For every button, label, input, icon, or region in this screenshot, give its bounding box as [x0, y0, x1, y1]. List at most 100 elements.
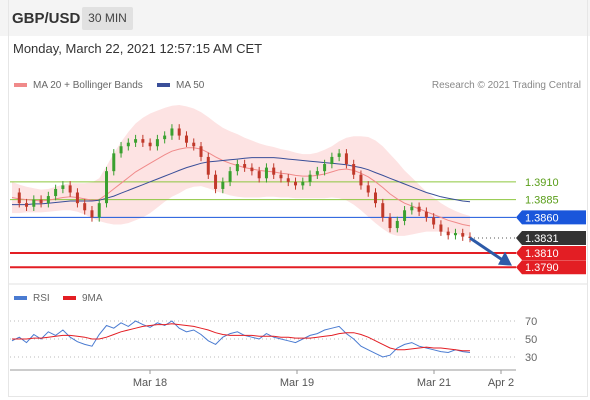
level-label-5: 1.3790: [525, 262, 559, 274]
candle-body: [141, 139, 145, 143]
candle-body: [308, 174, 312, 182]
candle-body: [352, 164, 356, 175]
candle-body: [453, 233, 457, 236]
candle-body: [83, 203, 87, 211]
x-label-3: Apr 2: [488, 377, 514, 389]
candle-body: [61, 185, 65, 189]
level-label-0: 1.3910: [525, 177, 559, 189]
candle-body: [468, 236, 472, 239]
level-label-3: 1.3831: [525, 233, 559, 245]
candle-body: [410, 206, 414, 211]
candle-body: [373, 192, 377, 204]
legend-rsi: RSI: [14, 293, 50, 304]
candle-body: [286, 178, 290, 182]
projection-arrow-shaft: [469, 236, 503, 261]
rsi-ma-swatch: [63, 296, 76, 301]
candle-body: [46, 196, 50, 204]
candle-body: [264, 167, 268, 179]
ma50-swatch: [157, 83, 170, 88]
rsi-ma-line: [12, 323, 470, 352]
x-label-0: Mar 18: [133, 377, 167, 389]
candle-body: [337, 153, 341, 157]
candle-body: [301, 181, 305, 186]
candle-body: [250, 167, 254, 172]
timeframe-button[interactable]: 30 MIN: [82, 7, 133, 30]
candle-body: [344, 153, 348, 165]
candle-body: [119, 146, 123, 154]
candle-body: [366, 185, 370, 193]
candle-body: [446, 231, 450, 236]
candle-body: [388, 217, 392, 229]
candle-body: [228, 171, 232, 182]
candle-body: [105, 171, 109, 204]
candle-body: [39, 199, 43, 204]
projection-arrow-head: [498, 251, 512, 266]
candle-body: [32, 199, 36, 207]
candle-body: [243, 164, 247, 168]
legend-bollinger-label: MA 20 + Bollinger Bands: [33, 80, 143, 91]
candle-body: [134, 139, 138, 143]
candle-body: [395, 220, 399, 229]
legend-rsi-label: RSI: [33, 293, 50, 304]
rsi-swatch: [14, 296, 27, 301]
candle-body: [170, 128, 174, 136]
legend-rsi-ma-label: 9MA: [82, 293, 103, 304]
legend-rsi-ma: 9MA: [63, 293, 103, 304]
level-tag-3: [516, 231, 586, 246]
timestamp: Monday, March 22, 2021 12:57:15 AM CET: [13, 41, 263, 56]
level-label-4: 1.3810: [525, 248, 559, 260]
candle-body: [90, 210, 94, 218]
candle-body: [381, 203, 385, 218]
candle-body: [214, 174, 218, 189]
candle-body: [279, 174, 283, 179]
candle-body: [192, 142, 196, 147]
candle-body: [155, 139, 159, 147]
rsi-tick-2: 30: [525, 352, 537, 364]
candle-body: [126, 142, 130, 147]
candle-body: [177, 128, 181, 136]
bollinger-band: [12, 104, 470, 236]
candle-body: [75, 192, 79, 204]
candle-body: [257, 171, 261, 179]
candle-body: [17, 192, 21, 204]
level-label-1: 1.3885: [525, 195, 559, 207]
ma20-line: [11, 147, 471, 227]
x-label-1: Mar 19: [280, 377, 314, 389]
rsi-tick-1: 50: [525, 334, 537, 346]
symbol-title: GBP/USD: [12, 10, 81, 27]
candle-body: [403, 210, 407, 221]
candle-body: [206, 156, 210, 175]
rsi-line: [11, 320, 471, 358]
candle-body: [432, 217, 436, 225]
candle-body: [315, 171, 319, 175]
rsi-tick-0: 70: [525, 316, 537, 328]
level-tag-2: [516, 210, 586, 225]
ma50-line: [12, 157, 471, 206]
candle-body: [323, 164, 327, 172]
candle-body: [25, 203, 29, 207]
candle-body: [424, 211, 428, 218]
legend-bollinger: MA 20 + Bollinger Bands: [14, 80, 143, 91]
ma20-swatch: [14, 83, 27, 88]
candle-body: [54, 188, 58, 197]
legend-ma50-label: MA 50: [176, 80, 205, 91]
candle-body: [294, 181, 298, 186]
candle-body: [439, 224, 443, 232]
candle-body: [199, 146, 203, 157]
candle-body: [68, 185, 72, 193]
candle-body: [359, 174, 363, 186]
candle-body: [112, 153, 116, 172]
legend-ma50: MA 50: [157, 80, 204, 91]
candle-body: [330, 156, 334, 165]
candle-body: [461, 233, 465, 237]
level-tag-5: [516, 260, 586, 275]
candle-body: [148, 142, 152, 147]
x-label-2: Mar 21: [417, 377, 451, 389]
candle-body: [163, 135, 167, 140]
candle-body: [221, 181, 225, 189]
credit-text: Research © 2021 Trading Central: [431, 80, 581, 91]
level-tag-4: [516, 245, 586, 260]
candle-body: [184, 135, 188, 143]
candle-body: [235, 164, 239, 172]
